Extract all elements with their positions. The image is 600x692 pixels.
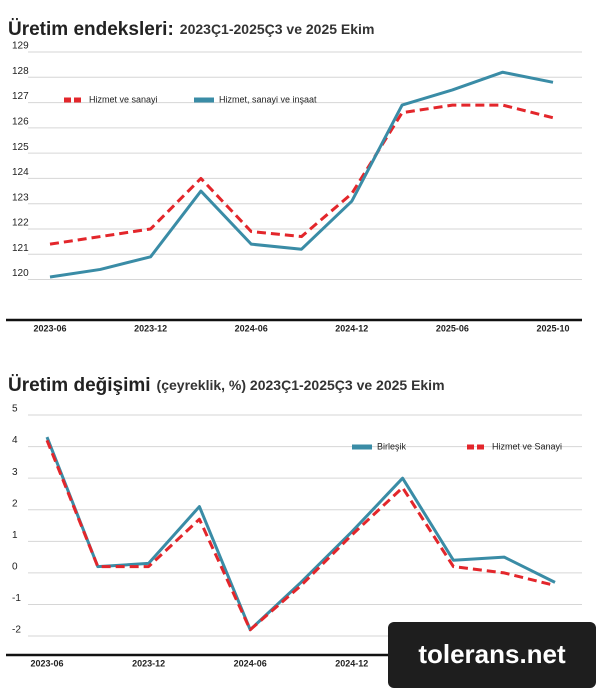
y-tick-label: 123	[12, 192, 29, 203]
x-tick-label: 2023-12	[132, 658, 165, 668]
y-tick-label: 4	[12, 435, 18, 446]
y-tick-label: 0	[12, 562, 18, 573]
y-tick-label: 3	[12, 467, 18, 478]
y-tick-label: 121	[12, 243, 29, 254]
legend-label: Hizmet ve Sanayi	[492, 441, 562, 451]
x-tick-label: 2023-06	[33, 323, 66, 333]
y-tick-label: 125	[12, 142, 29, 153]
legend-label: Birleşik	[377, 441, 407, 451]
y-tick-label: 124	[12, 167, 29, 178]
x-tick-label: 2025-10	[536, 323, 569, 333]
y-tick-label: 5	[12, 404, 18, 415]
y-tick-label: 120	[12, 268, 29, 279]
x-tick-label: 2025-06	[436, 323, 469, 333]
y-tick-label: 126	[12, 116, 29, 127]
y-tick-label: 2	[12, 498, 18, 509]
watermark-box	[388, 622, 596, 688]
chart-title: Üretim endeksleri: 2023Ç1-2025Ç3 ve 2025 …	[8, 19, 374, 40]
x-tick-label: 2024-06	[235, 323, 268, 333]
y-tick-label: -1	[12, 593, 21, 604]
chart-title: Üretim değişimi (çeyreklik, %) 2023Ç1-202…	[8, 375, 445, 396]
subtitle: 2023Ç1-2025Ç3 ve 2025 Ekim	[180, 21, 375, 37]
series-line	[45, 436, 556, 632]
series-line	[45, 439, 556, 632]
subtitle: (çeyreklik, %) 2023Ç1-2025Ç3 ve 2025 Eki…	[157, 377, 445, 393]
series-line	[49, 70, 554, 279]
series-line	[49, 103, 554, 246]
y-tick-label: -2	[12, 625, 21, 636]
y-tick-label: 1	[12, 530, 18, 541]
x-tick-label: 2023-06	[30, 658, 63, 668]
y-tick-label: 129	[12, 41, 29, 52]
x-tick-label: 2023-12	[134, 323, 167, 333]
y-tick-label: 128	[12, 66, 29, 77]
y-tick-label: 122	[12, 218, 29, 229]
x-tick-label: 2024-12	[335, 658, 368, 668]
y-tick-label: 127	[12, 91, 29, 102]
title: Üretim endeksleri:	[8, 19, 174, 40]
watermark: tolerans.net	[418, 639, 566, 669]
title: Üretim değişimi	[8, 375, 151, 396]
legend-label: Hizmet ve sanayi	[89, 94, 158, 104]
x-tick-label: 2024-06	[234, 658, 267, 668]
x-tick-label: 2024-12	[335, 323, 368, 333]
legend-label: Hizmet, sanayi ve inşaat	[219, 94, 317, 104]
